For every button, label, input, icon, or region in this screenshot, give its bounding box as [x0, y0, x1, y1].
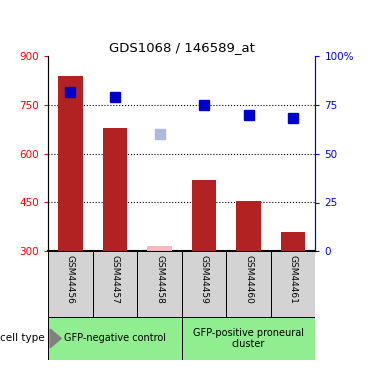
Bar	[48, 317, 182, 360]
Bar	[58, 76, 83, 251]
Bar	[192, 180, 216, 251]
Text: GSM44460: GSM44460	[244, 255, 253, 303]
Bar	[48, 251, 93, 317]
Title: GDS1068 / 146589_at: GDS1068 / 146589_at	[109, 41, 255, 54]
Bar	[147, 246, 172, 251]
Text: GSM44456: GSM44456	[66, 255, 75, 303]
Text: GFP-positive proneural
cluster: GFP-positive proneural cluster	[193, 328, 304, 349]
Bar	[226, 251, 271, 317]
Bar	[281, 232, 305, 251]
Bar	[271, 251, 315, 317]
Text: GSM44461: GSM44461	[289, 255, 298, 303]
Bar	[182, 317, 315, 360]
Text: GSM44459: GSM44459	[200, 255, 209, 303]
Text: GFP-negative control: GFP-negative control	[64, 333, 166, 344]
Bar	[137, 251, 182, 317]
Bar	[93, 251, 137, 317]
Bar	[236, 201, 261, 251]
Bar	[182, 251, 226, 317]
Text: GSM44457: GSM44457	[111, 255, 119, 303]
Text: GSM44458: GSM44458	[155, 255, 164, 303]
Bar	[103, 128, 127, 251]
Text: cell type: cell type	[0, 333, 45, 344]
